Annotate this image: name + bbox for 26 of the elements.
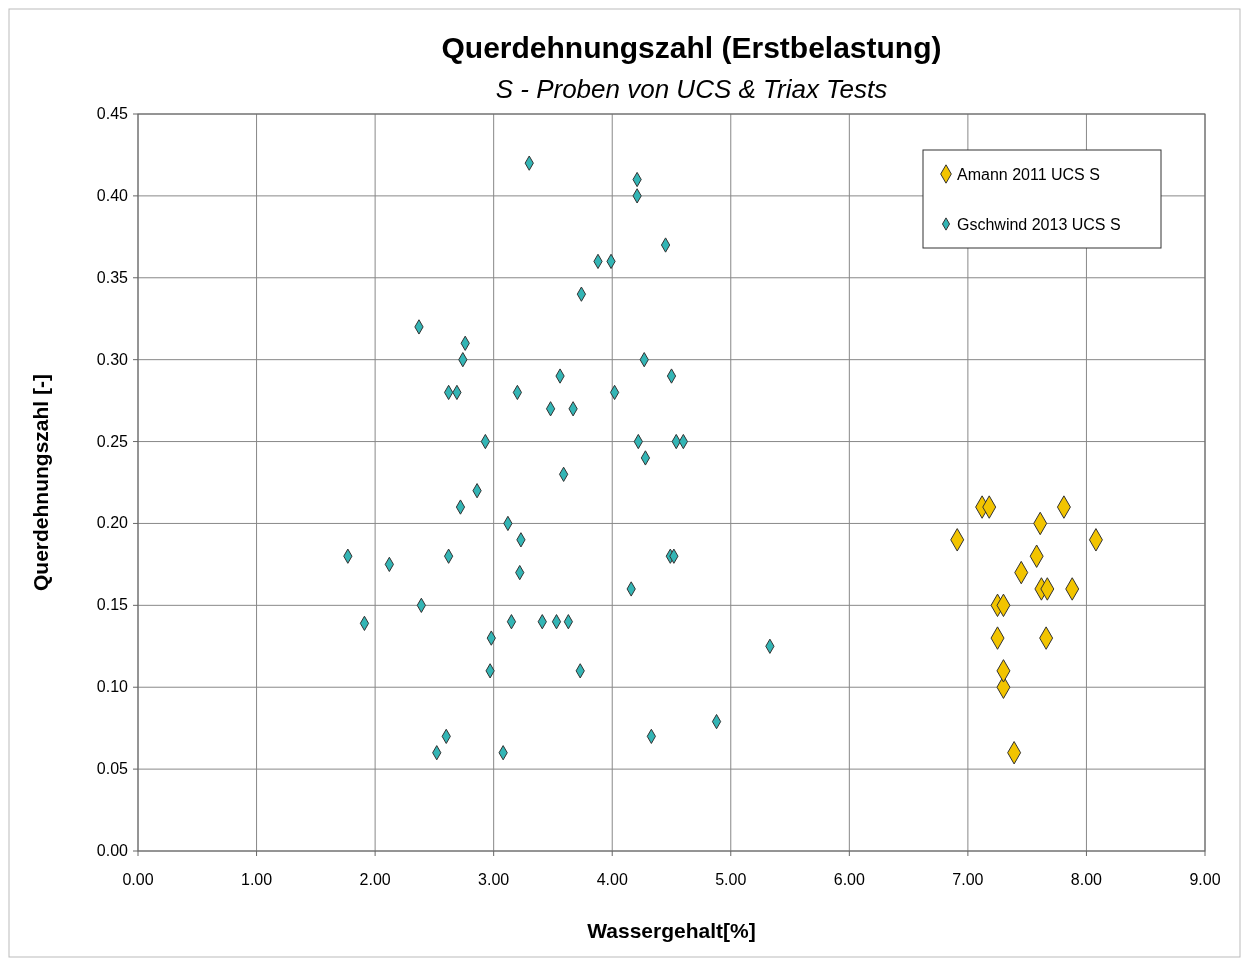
x-tick-label: 0.00	[122, 871, 154, 888]
y-tick-label: 0.25	[96, 432, 129, 450]
x-tick-label: 9.00	[1189, 871, 1221, 888]
x-tick-label: 8.00	[1070, 871, 1103, 888]
y-tick-label: 0.20	[96, 514, 129, 532]
x-tick-label: 2.00	[359, 871, 391, 888]
y-tick-label: 0.10	[96, 678, 129, 696]
x-tick-label: 5.00	[715, 871, 747, 888]
x-tick-label: 6.00	[833, 871, 866, 888]
x-tick-label: 4.00	[596, 871, 628, 888]
legend-label: Gschwind 2013 UCS S	[957, 216, 1121, 233]
chart-subtitle: S - Proben von UCS & Triax Tests	[495, 74, 888, 104]
x-tick-label: 1.00	[240, 871, 273, 888]
y-tick-label: 0.40	[96, 186, 129, 204]
y-tick-label: 0.35	[96, 268, 129, 286]
y-tick-label: 0.45	[96, 105, 129, 122]
x-tick-label: 3.00	[478, 871, 510, 888]
legend-label: Amann 2011 UCS S	[957, 166, 1100, 183]
y-axis-title: Querdehnungszahl [-]	[29, 374, 52, 591]
chart-title: Querdehnungszahl (Erstbelastung)	[441, 31, 942, 64]
y-tick-label: 0.00	[96, 842, 129, 859]
y-tick-label: 0.05	[96, 760, 129, 778]
y-tick-label: 0.15	[96, 596, 129, 614]
y-tick-label: 0.30	[96, 350, 129, 368]
x-axis-title: Wassergehalt[%]	[587, 919, 756, 942]
x-tick-label: 7.00	[952, 871, 984, 888]
